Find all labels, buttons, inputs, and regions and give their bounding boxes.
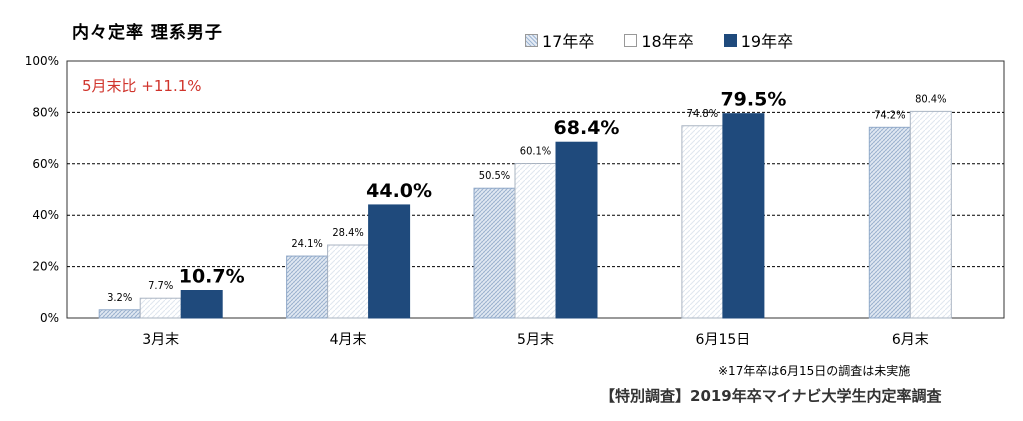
bar-17年卒 xyxy=(473,187,516,319)
bar-18年卒 xyxy=(139,297,182,319)
bar-17年卒 xyxy=(868,126,911,319)
y-tick-label: 60% xyxy=(32,157,59,171)
y-tick-label: 0% xyxy=(40,311,59,325)
y-tick-label: 40% xyxy=(32,208,59,222)
bar-19年卒 xyxy=(722,113,765,319)
legend-label-19: 19年卒 xyxy=(740,32,794,51)
legend-swatch-17 xyxy=(525,33,538,47)
bar-19年卒 xyxy=(368,204,411,319)
bar-18年卒 xyxy=(909,110,952,319)
bar-18年卒 xyxy=(681,125,724,319)
bar-17年卒 xyxy=(286,255,329,319)
legend-item-17: 17年卒 xyxy=(525,28,594,52)
bar-19年卒 xyxy=(180,290,223,319)
y-tick-label: 80% xyxy=(32,105,59,119)
chart-title: 内々定率 理系男子 xyxy=(72,23,223,43)
data-label: 74.8% xyxy=(687,107,718,120)
data-label: 79.5% xyxy=(720,89,786,111)
legend: 17年卒 18年卒 19年卒 xyxy=(525,28,793,52)
data-label: 80.4% xyxy=(915,92,946,105)
bar-18年卒 xyxy=(514,163,557,319)
data-label: 50.5% xyxy=(479,169,510,182)
bar-19年卒 xyxy=(555,141,598,319)
data-label: 7.7% xyxy=(148,279,173,292)
x-tick-label: 5月末 xyxy=(517,332,554,348)
data-label: 3.2% xyxy=(107,291,132,304)
annotation: 5月末比 +11.1% xyxy=(82,77,202,95)
x-tick-label: 3月末 xyxy=(142,332,179,348)
bar-18年卒 xyxy=(327,244,370,319)
legend-label-18: 18年卒 xyxy=(641,32,694,51)
data-label: 28.4% xyxy=(332,226,363,239)
bar-17年卒 xyxy=(98,309,141,319)
x-tick-label: 4月末 xyxy=(330,332,367,348)
data-label: 10.7% xyxy=(179,266,245,288)
data-label: 60.1% xyxy=(520,145,551,158)
legend-swatch-19 xyxy=(723,33,737,47)
footnote: ※17年卒は6月15日の調査は未実施 xyxy=(718,364,911,378)
source-label: 【特別調査】2019年卒マイナビ大学生内定率調査 xyxy=(600,387,942,405)
y-tick-label: 100% xyxy=(25,54,59,68)
data-label: 44.0% xyxy=(366,180,432,202)
legend-swatch-18 xyxy=(624,33,638,47)
data-label: 74.2% xyxy=(874,108,905,121)
data-label: 68.4% xyxy=(554,117,620,139)
x-tick-label: 6月15日 xyxy=(696,332,751,348)
legend-item-19: 19年卒 xyxy=(723,28,794,52)
legend-label-17: 17年卒 xyxy=(542,32,595,51)
y-tick-label: 20% xyxy=(32,260,59,274)
legend-item-18: 18年卒 xyxy=(624,28,694,52)
data-label: 24.1% xyxy=(291,237,322,250)
x-tick-label: 6月末 xyxy=(892,332,929,348)
